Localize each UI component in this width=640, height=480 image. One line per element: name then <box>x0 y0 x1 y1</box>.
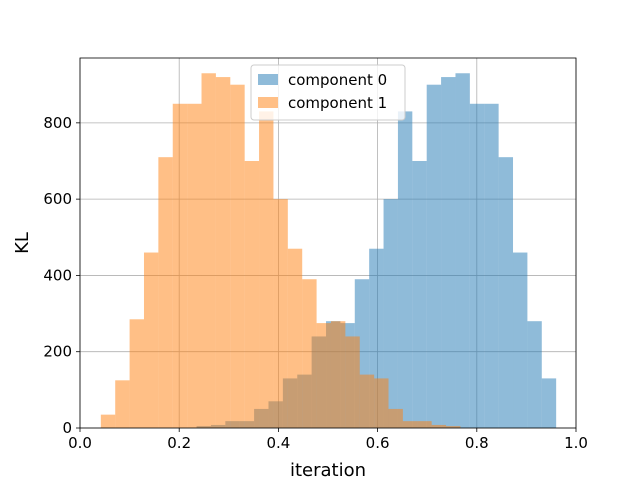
x-axis-label: iteration <box>290 460 366 480</box>
histogram-bar-component-1 <box>201 73 216 429</box>
y-tick-label: 0 <box>62 419 72 437</box>
x-tick-label: 0.4 <box>266 434 290 452</box>
histogram-bar-component-0 <box>383 199 398 428</box>
plot-frame <box>79 57 577 429</box>
legend-swatch-component-1 <box>258 97 278 108</box>
histogram-bar-component-1 <box>115 380 130 428</box>
histogram-bar-component-0 <box>541 378 557 428</box>
histogram-bar-component-1 <box>100 414 116 428</box>
histogram-bar-component-1 <box>374 378 389 428</box>
y-axis-label: KL <box>12 232 33 254</box>
histogram-bar-component-1 <box>259 111 274 428</box>
histogram-bar-component-1 <box>316 323 331 428</box>
histogram-bar-component-1 <box>215 77 231 428</box>
histogram-bar-component-1 <box>302 279 317 428</box>
histogram-bar-component-0 <box>441 77 456 428</box>
bars-layer <box>100 73 557 429</box>
ticks-layer: 0.0 0.2 0.4 0.6 0.8 1.0 0 200 400 600 800 <box>43 114 588 452</box>
histogram-bar-component-1 <box>230 84 245 428</box>
histogram-bar-component-0 <box>426 84 442 428</box>
x-tick-label: 0.6 <box>366 434 390 452</box>
histogram-bar-component-0 <box>455 73 470 429</box>
histogram-bar-component-1 <box>244 160 260 428</box>
histogram-bar-component-0 <box>397 111 413 428</box>
histogram-bar-component-1 <box>287 248 303 428</box>
legend-swatch-component-0 <box>258 74 278 85</box>
x-tick-label: 1.0 <box>564 434 588 452</box>
y-tick-label: 400 <box>43 266 72 284</box>
histogram-bar-component-1 <box>273 199 288 428</box>
histogram-bar-component-0 <box>469 103 485 428</box>
histogram-bar-component-1 <box>431 424 447 428</box>
histogram-bar-component-0 <box>484 103 499 428</box>
legend: component 0 component 1 <box>250 64 406 121</box>
legend-label-component-0: component 0 <box>288 71 387 89</box>
histogram-bar-component-1 <box>388 408 403 428</box>
histogram-bar-component-1 <box>402 421 418 428</box>
legend-label-component-1: component 1 <box>288 94 387 112</box>
y-tick-label: 600 <box>43 190 72 208</box>
histogram-bar-component-1 <box>143 252 159 428</box>
y-tick-label: 200 <box>43 343 72 361</box>
histogram-bar-component-1 <box>158 157 173 428</box>
x-tick-label: 0.8 <box>465 434 489 452</box>
histogram-bar-component-1 <box>330 321 346 428</box>
x-tick-label: 0.2 <box>167 434 191 452</box>
histogram-bar-component-0 <box>513 252 528 428</box>
histogram-bar-component-0 <box>498 157 514 428</box>
histogram-bar-component-1 <box>446 426 461 428</box>
histogram-bar-component-1 <box>417 421 432 428</box>
histogram-bar-component-1 <box>345 336 360 428</box>
legend-box <box>250 64 406 121</box>
x-tick-label: 0.0 <box>68 434 92 452</box>
histogram-bar-component-1 <box>359 374 375 428</box>
histogram-bar-component-1 <box>187 103 202 428</box>
histogram-bar-component-1 <box>129 319 144 428</box>
histogram-bar-component-0 <box>412 160 427 428</box>
y-tick-label: 800 <box>43 114 72 132</box>
histogram-bar-component-1 <box>172 103 188 428</box>
histogram-bar-component-0 <box>527 321 542 428</box>
